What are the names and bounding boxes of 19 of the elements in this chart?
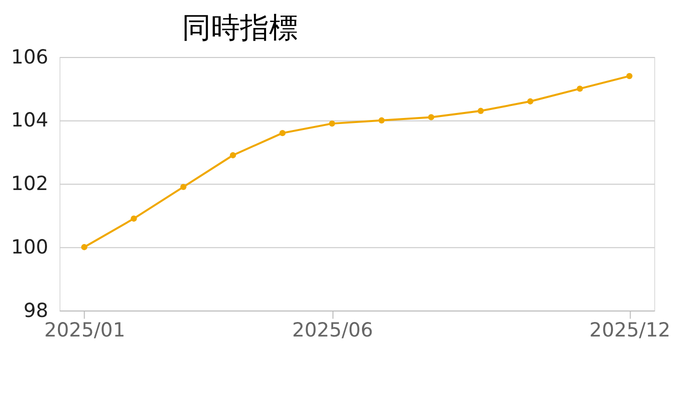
point bbox=[230, 152, 236, 158]
point bbox=[328, 120, 336, 127]
point bbox=[130, 216, 137, 222]
chart-title: 同時指標 bbox=[182, 10, 298, 45]
point bbox=[81, 244, 88, 250]
y-tick-label: 102 bbox=[11, 172, 48, 196]
point bbox=[378, 117, 385, 124]
point bbox=[428, 114, 434, 120]
point bbox=[478, 108, 484, 114]
y-tick-label: 100 bbox=[11, 235, 48, 258]
y-tick-label: 106 bbox=[11, 45, 48, 68]
x-tick-label: 2025/06 bbox=[292, 318, 374, 342]
y-tick-label: 104 bbox=[11, 108, 48, 132]
point bbox=[180, 184, 186, 190]
point bbox=[626, 72, 632, 80]
x-tick-label: 2025/12 bbox=[589, 318, 670, 342]
point bbox=[279, 130, 286, 136]
point bbox=[527, 98, 534, 104]
point bbox=[576, 86, 583, 92]
